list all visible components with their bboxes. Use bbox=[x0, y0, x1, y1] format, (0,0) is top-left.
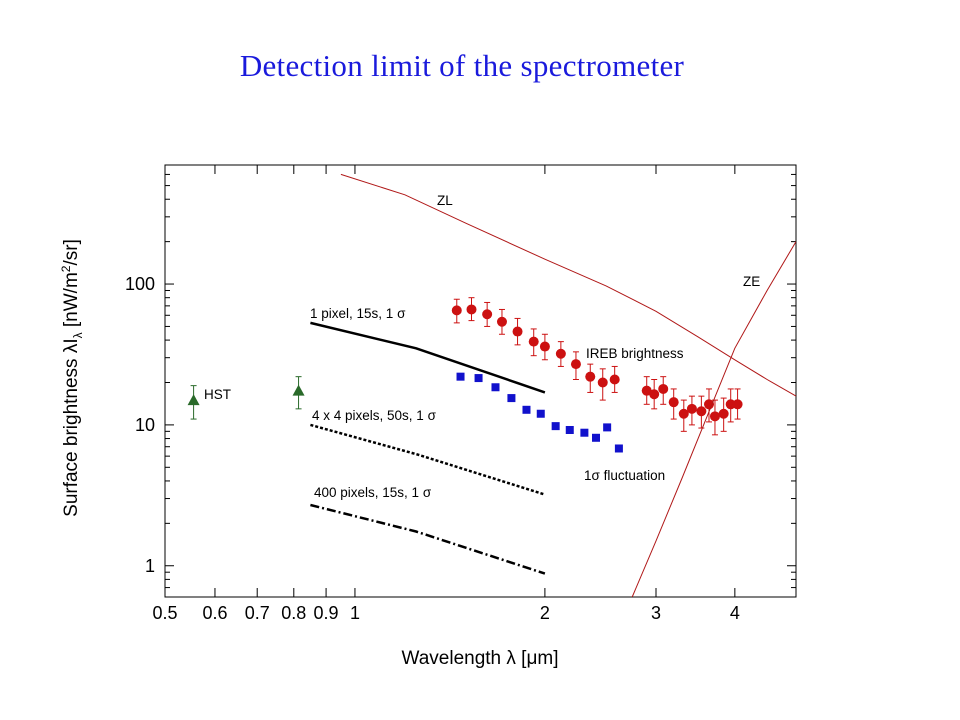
data-point bbox=[696, 406, 707, 417]
line-ze bbox=[631, 241, 796, 597]
series-4-x-4-pixels-50s-1 bbox=[310, 423, 546, 496]
data-point bbox=[658, 383, 669, 394]
sensitivity-4x4-label: 4 x 4 pixels, 50s, 1 σ bbox=[312, 408, 437, 423]
data-point bbox=[491, 383, 500, 392]
x-tick-label: 0.8 bbox=[281, 603, 306, 623]
x-tick-label: 0.9 bbox=[314, 603, 339, 623]
x-tick-label: 1 bbox=[350, 603, 360, 623]
series-1-pixel-15s-1 bbox=[310, 321, 546, 394]
data-point bbox=[496, 316, 507, 327]
plot-frame bbox=[164, 164, 797, 598]
data-point bbox=[565, 425, 574, 434]
series-hst bbox=[187, 376, 305, 420]
data-point bbox=[507, 394, 516, 403]
y-axis-label: Surface brightness λIλ [nW/m2/sr] bbox=[59, 239, 85, 517]
y-tick-label: 100 bbox=[125, 274, 155, 294]
data-point bbox=[528, 336, 539, 347]
data-point bbox=[718, 408, 729, 419]
data-point bbox=[649, 389, 660, 400]
data-point bbox=[668, 397, 679, 408]
x-tick-label: 4 bbox=[730, 603, 740, 623]
axes: 0.5 0.6 0.7 0.8 0.9 1 2 3 4 1 10 100 bbox=[125, 164, 797, 623]
data-point bbox=[551, 422, 560, 431]
line-zl bbox=[340, 173, 796, 397]
data-point bbox=[592, 433, 601, 442]
data-point bbox=[482, 309, 493, 320]
series-1-fluctuation bbox=[456, 372, 623, 453]
sensitivity-1pixel-label: 1 pixel, 15s, 1 σ bbox=[310, 306, 406, 321]
data-point bbox=[536, 409, 545, 418]
y-tick-label: 1 bbox=[145, 556, 155, 576]
x-tick-label: 0.6 bbox=[202, 603, 227, 623]
data-point bbox=[603, 423, 612, 432]
data-point bbox=[466, 304, 477, 315]
series-400-pixels-15s-1 bbox=[310, 503, 546, 575]
x-axis-label: Wavelength λ [μm] bbox=[401, 648, 558, 669]
line-1-pixel-15s-1 bbox=[310, 321, 546, 394]
x-tick-label: 3 bbox=[651, 603, 661, 623]
series-layer bbox=[187, 173, 796, 597]
data-point bbox=[474, 374, 483, 383]
series-zl bbox=[340, 173, 796, 397]
data-point bbox=[678, 408, 689, 419]
x-tick-label: 2 bbox=[540, 603, 550, 623]
data-point bbox=[512, 326, 523, 337]
fluctuation-sigma: 1σ bbox=[584, 468, 601, 483]
line-400-pixels-15s-1 bbox=[310, 503, 546, 575]
data-point bbox=[709, 411, 720, 422]
ze-label: ZE bbox=[743, 274, 760, 289]
data-point bbox=[451, 305, 462, 316]
series-ireb-brightness bbox=[451, 297, 743, 436]
ireb-label: IREB brightness bbox=[586, 346, 684, 361]
series-ze bbox=[631, 241, 796, 597]
data-point bbox=[597, 377, 608, 388]
sensitivity-400pixels-label: 400 pixels, 15s, 1 σ bbox=[314, 485, 432, 500]
x-tick-label: 0.7 bbox=[245, 603, 270, 623]
data-point bbox=[570, 359, 581, 370]
data-point bbox=[732, 399, 743, 410]
data-point bbox=[686, 403, 697, 414]
data-point bbox=[187, 394, 200, 406]
hst-label: HST bbox=[204, 387, 231, 402]
fluctuation-text: fluctuation bbox=[600, 468, 665, 483]
y-tick-label: 10 bbox=[135, 415, 155, 435]
data-point bbox=[522, 405, 531, 414]
x-tick-label: 0.5 bbox=[152, 603, 177, 623]
line-4-x-4-pixels-50s-1 bbox=[310, 423, 546, 496]
data-point bbox=[456, 372, 465, 381]
data-point bbox=[555, 348, 566, 359]
data-point bbox=[585, 371, 596, 382]
data-point bbox=[292, 384, 305, 396]
data-point bbox=[614, 444, 623, 453]
zl-label: ZL bbox=[437, 193, 453, 208]
data-point bbox=[580, 428, 589, 437]
slide-title: Detection limit of the spectrometer bbox=[239, 48, 685, 83]
data-point bbox=[609, 374, 620, 385]
fluctuation-label: 1σ fluctuation bbox=[584, 468, 665, 483]
data-point bbox=[641, 385, 652, 396]
data-point bbox=[725, 399, 736, 410]
data-point bbox=[539, 341, 550, 352]
